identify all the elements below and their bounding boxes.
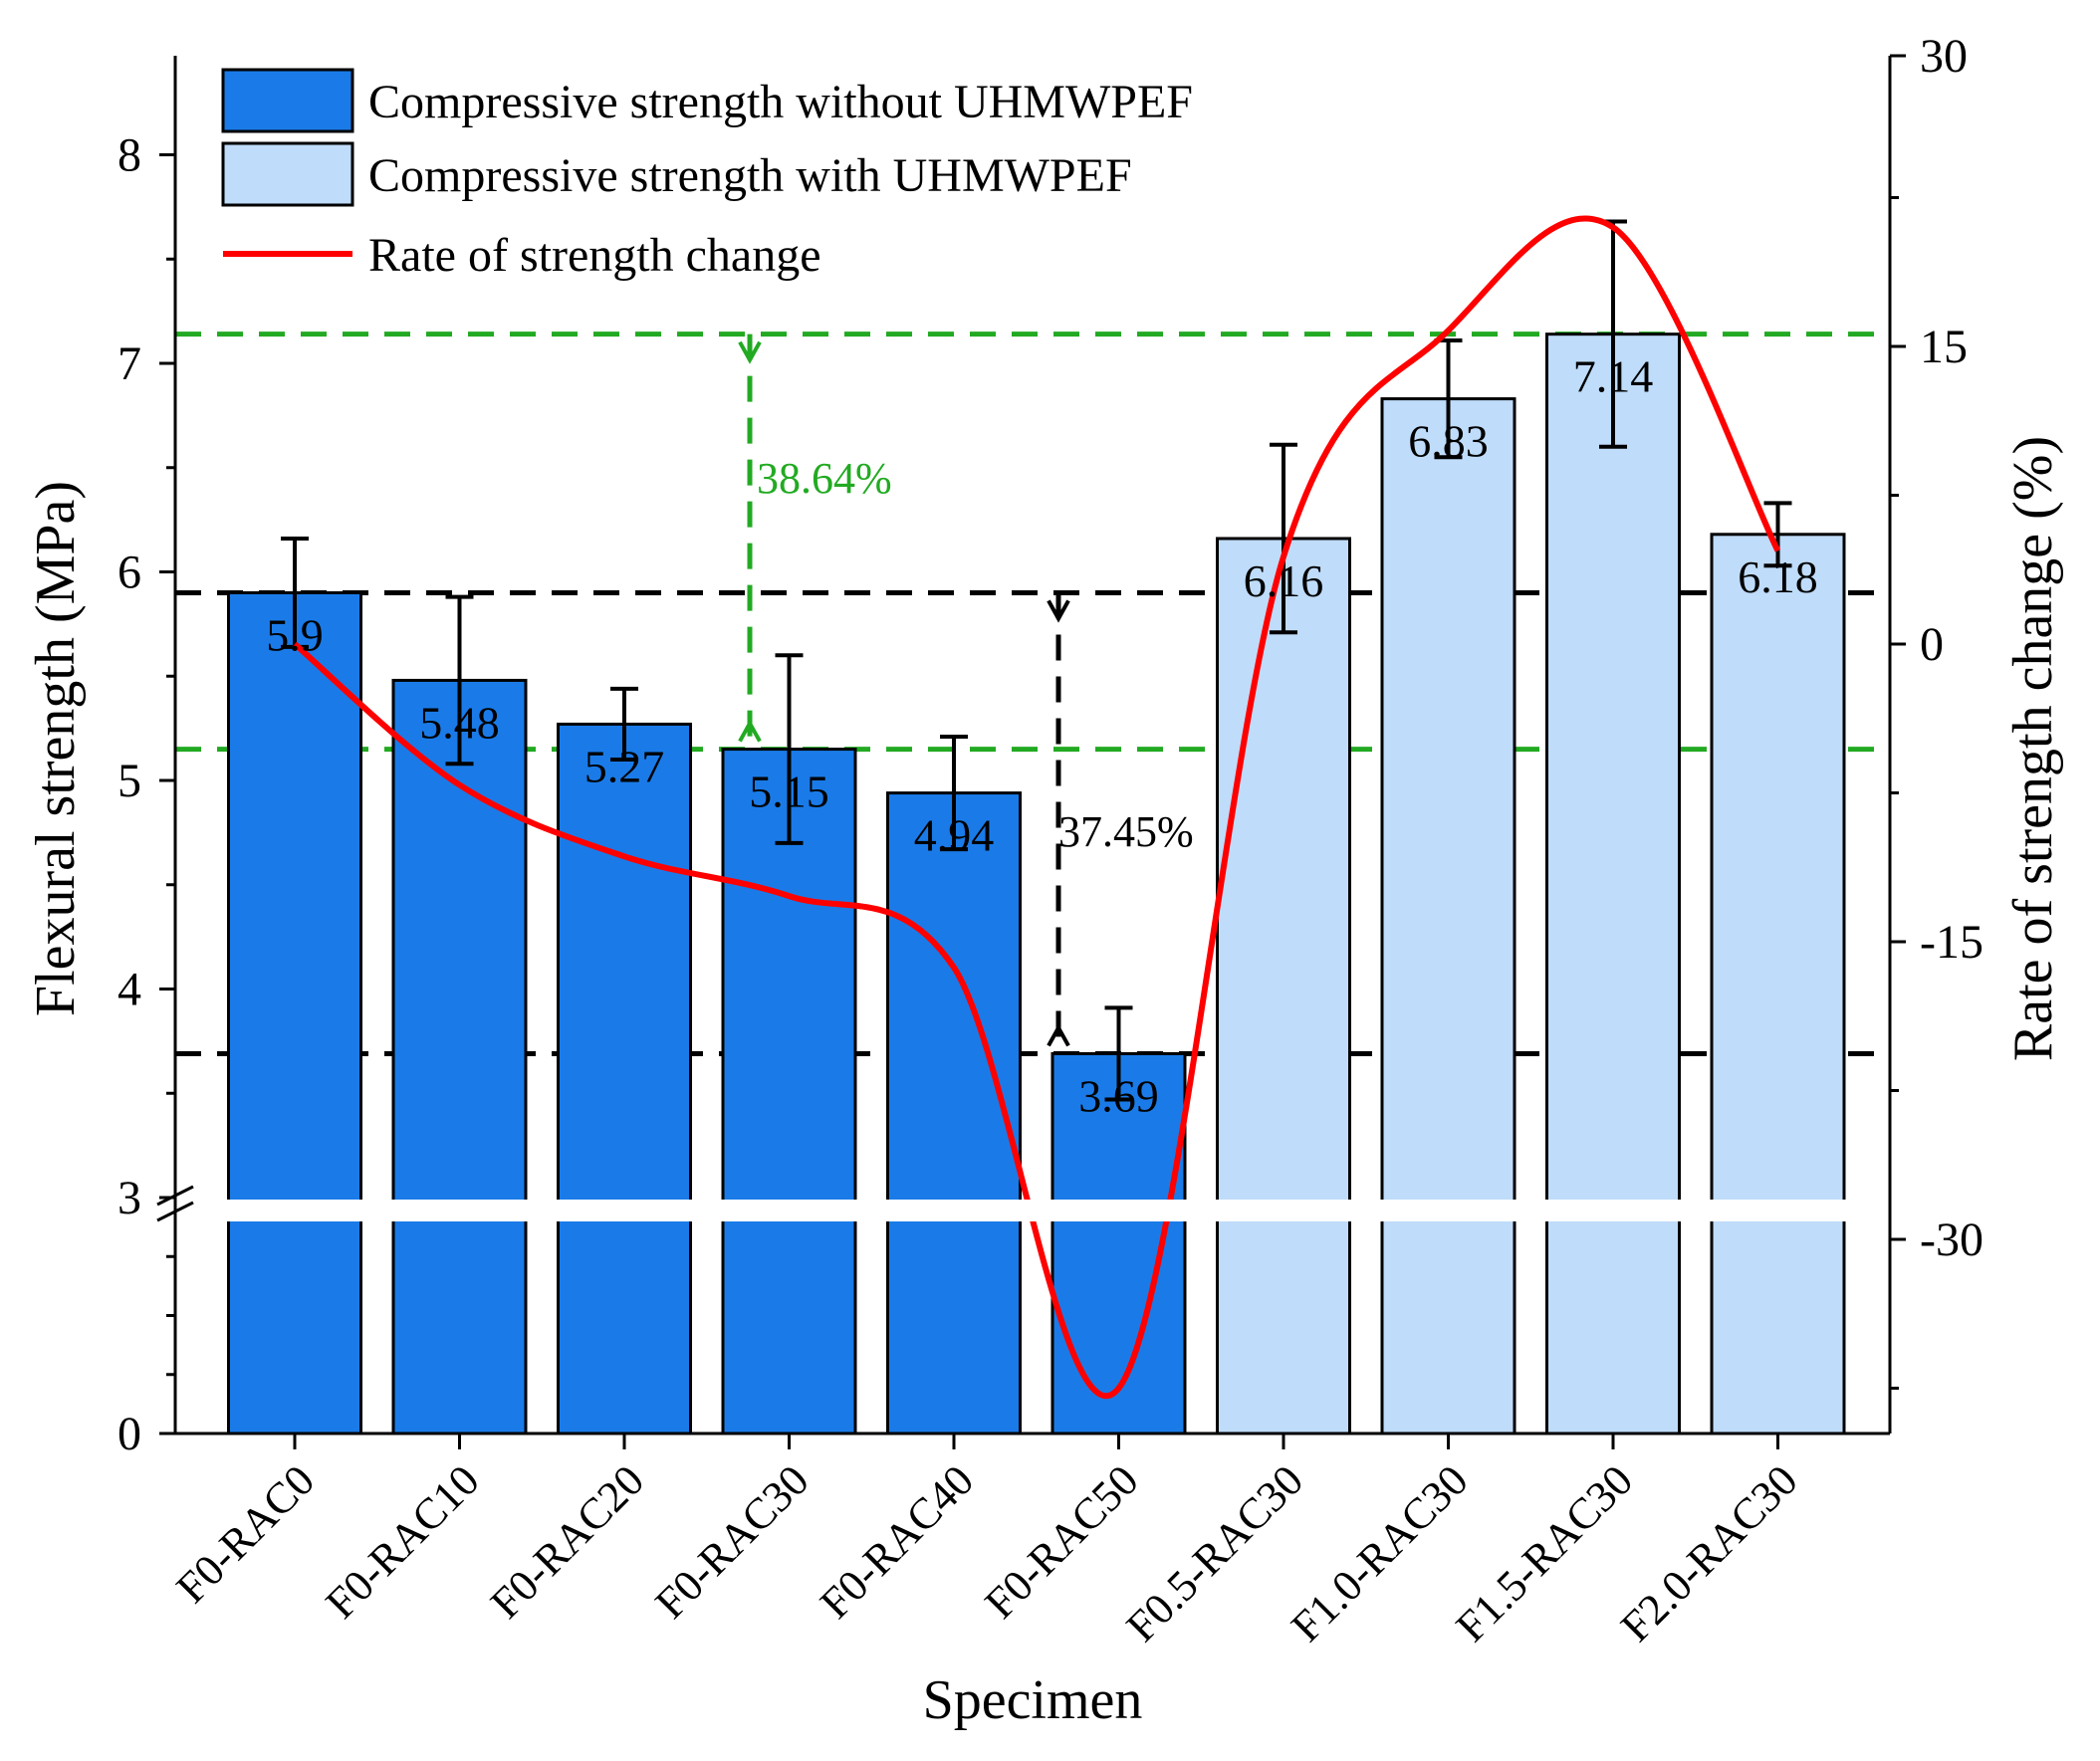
legend: Compressive strength without UHMWPEF Comp…	[221, 68, 1193, 282]
y-tick-label-7: 7	[117, 337, 141, 390]
y-tick-label-3: 3	[117, 1172, 141, 1224]
annotation-increase: 38.64%	[757, 454, 892, 503]
bar-F0-RAC0	[227, 590, 362, 1435]
rate-of-strength-change-line	[293, 215, 1781, 1400]
bar-label-F0-RAC30: 5.15	[749, 767, 829, 817]
x-tick-label-F0-RAC10: F0-RAC10	[317, 1455, 489, 1628]
decrease-arrow-head-top	[1047, 599, 1070, 623]
x-tick-label-F0-RAC30: F0-RAC30	[646, 1455, 818, 1628]
y-tick-label-8: 8	[117, 129, 141, 182]
legend-swatch-with	[221, 141, 354, 207]
bar-F2.0-RAC30	[1710, 533, 1846, 1435]
bar-label-F0-RAC10: 5.48	[419, 697, 500, 748]
legend-swatch-without	[221, 68, 354, 133]
y-tick-label-6: 6	[117, 547, 141, 599]
y2-tick-label--15: -15	[1920, 916, 1983, 969]
increase-arrow-head-top	[738, 340, 762, 364]
bar-F1.0-RAC30	[1380, 397, 1517, 1435]
bar-F1.5-RAC30	[1545, 332, 1681, 1435]
x-tick-label-F1.0-RAC30: F1.0-RAC30	[1282, 1455, 1477, 1651]
annotation-decrease: 37.45%	[1058, 807, 1194, 856]
bars	[227, 332, 1846, 1435]
y-tick-label-4: 4	[117, 964, 141, 1016]
x-tick-label-F1.5-RAC30: F1.5-RAC30	[1447, 1455, 1642, 1651]
bar-labels: 5.9 5.48 5.27 5.15 4.94 3.69 6.16 6.83 7.14 6.18	[266, 351, 1818, 1122]
bar-F0.5-RAC30	[1216, 537, 1351, 1435]
legend-label-rate: Rate of strength change	[368, 229, 821, 282]
x-tick-label-F2.0-RAC30: F2.0-RAC30	[1611, 1455, 1806, 1651]
legend-label-with: Compressive strength with UHMWPEF	[368, 149, 1132, 202]
bar-F0-RAC40	[886, 791, 1022, 1435]
bar-label-F0-RAC20: 5.27	[584, 741, 665, 791]
bar-F0-RAC10	[391, 678, 528, 1435]
y-tick-label-0: 0	[117, 1408, 141, 1460]
bar-label-F0-RAC40: 4.94	[914, 810, 995, 861]
y2-axis-title: Rate of strength change (%)	[2002, 436, 2064, 1061]
y2-tick-label-30: 30	[1920, 30, 1968, 83]
y2-tick-label--30: -30	[1920, 1213, 1983, 1266]
bar-label-F1.5-RAC30: 7.14	[1573, 351, 1654, 402]
x-tick-label-F0.5-RAC30: F0.5-RAC30	[1117, 1455, 1312, 1651]
x-tick-label-F0-RAC20: F0-RAC20	[481, 1455, 653, 1628]
y-axis-title: Flexural strength (MPa)	[25, 481, 87, 1016]
bar-F0-RAC30	[721, 748, 857, 1435]
x-axis-title: Specimen	[923, 1669, 1143, 1731]
y2-tick-label-0: 0	[1920, 618, 1944, 671]
x-tick-label-F0-RAC50: F0-RAC50	[976, 1455, 1148, 1628]
bar-label-F0-RAC50: 3.69	[1078, 1070, 1159, 1121]
error-bars	[281, 219, 1792, 1102]
decrease-arrow-head-bottom	[1047, 1023, 1070, 1047]
axis-break-gap	[173, 1200, 1892, 1221]
x-tick-label-F0-RAC0: F0-RAC0	[167, 1455, 324, 1612]
y-tick-label-5: 5	[117, 755, 141, 807]
bar-label-F2.0-RAC30: 6.18	[1738, 551, 1818, 602]
x-tick-label-F0-RAC40: F0-RAC40	[811, 1455, 983, 1628]
bar-label-F1.0-RAC30: 6.83	[1408, 416, 1489, 467]
y2-tick-label-15: 15	[1920, 321, 1968, 373]
bar-label-F0.5-RAC30: 6.16	[1244, 555, 1324, 606]
bar-F0-RAC20	[557, 722, 692, 1435]
increase-arrow-head-bottom	[738, 719, 762, 743]
legend-label-without: Compressive strength without UHMWPEF	[368, 76, 1193, 128]
bar-label-F0-RAC0: 5.9	[266, 609, 324, 660]
rate-line-layer	[293, 215, 1781, 1400]
